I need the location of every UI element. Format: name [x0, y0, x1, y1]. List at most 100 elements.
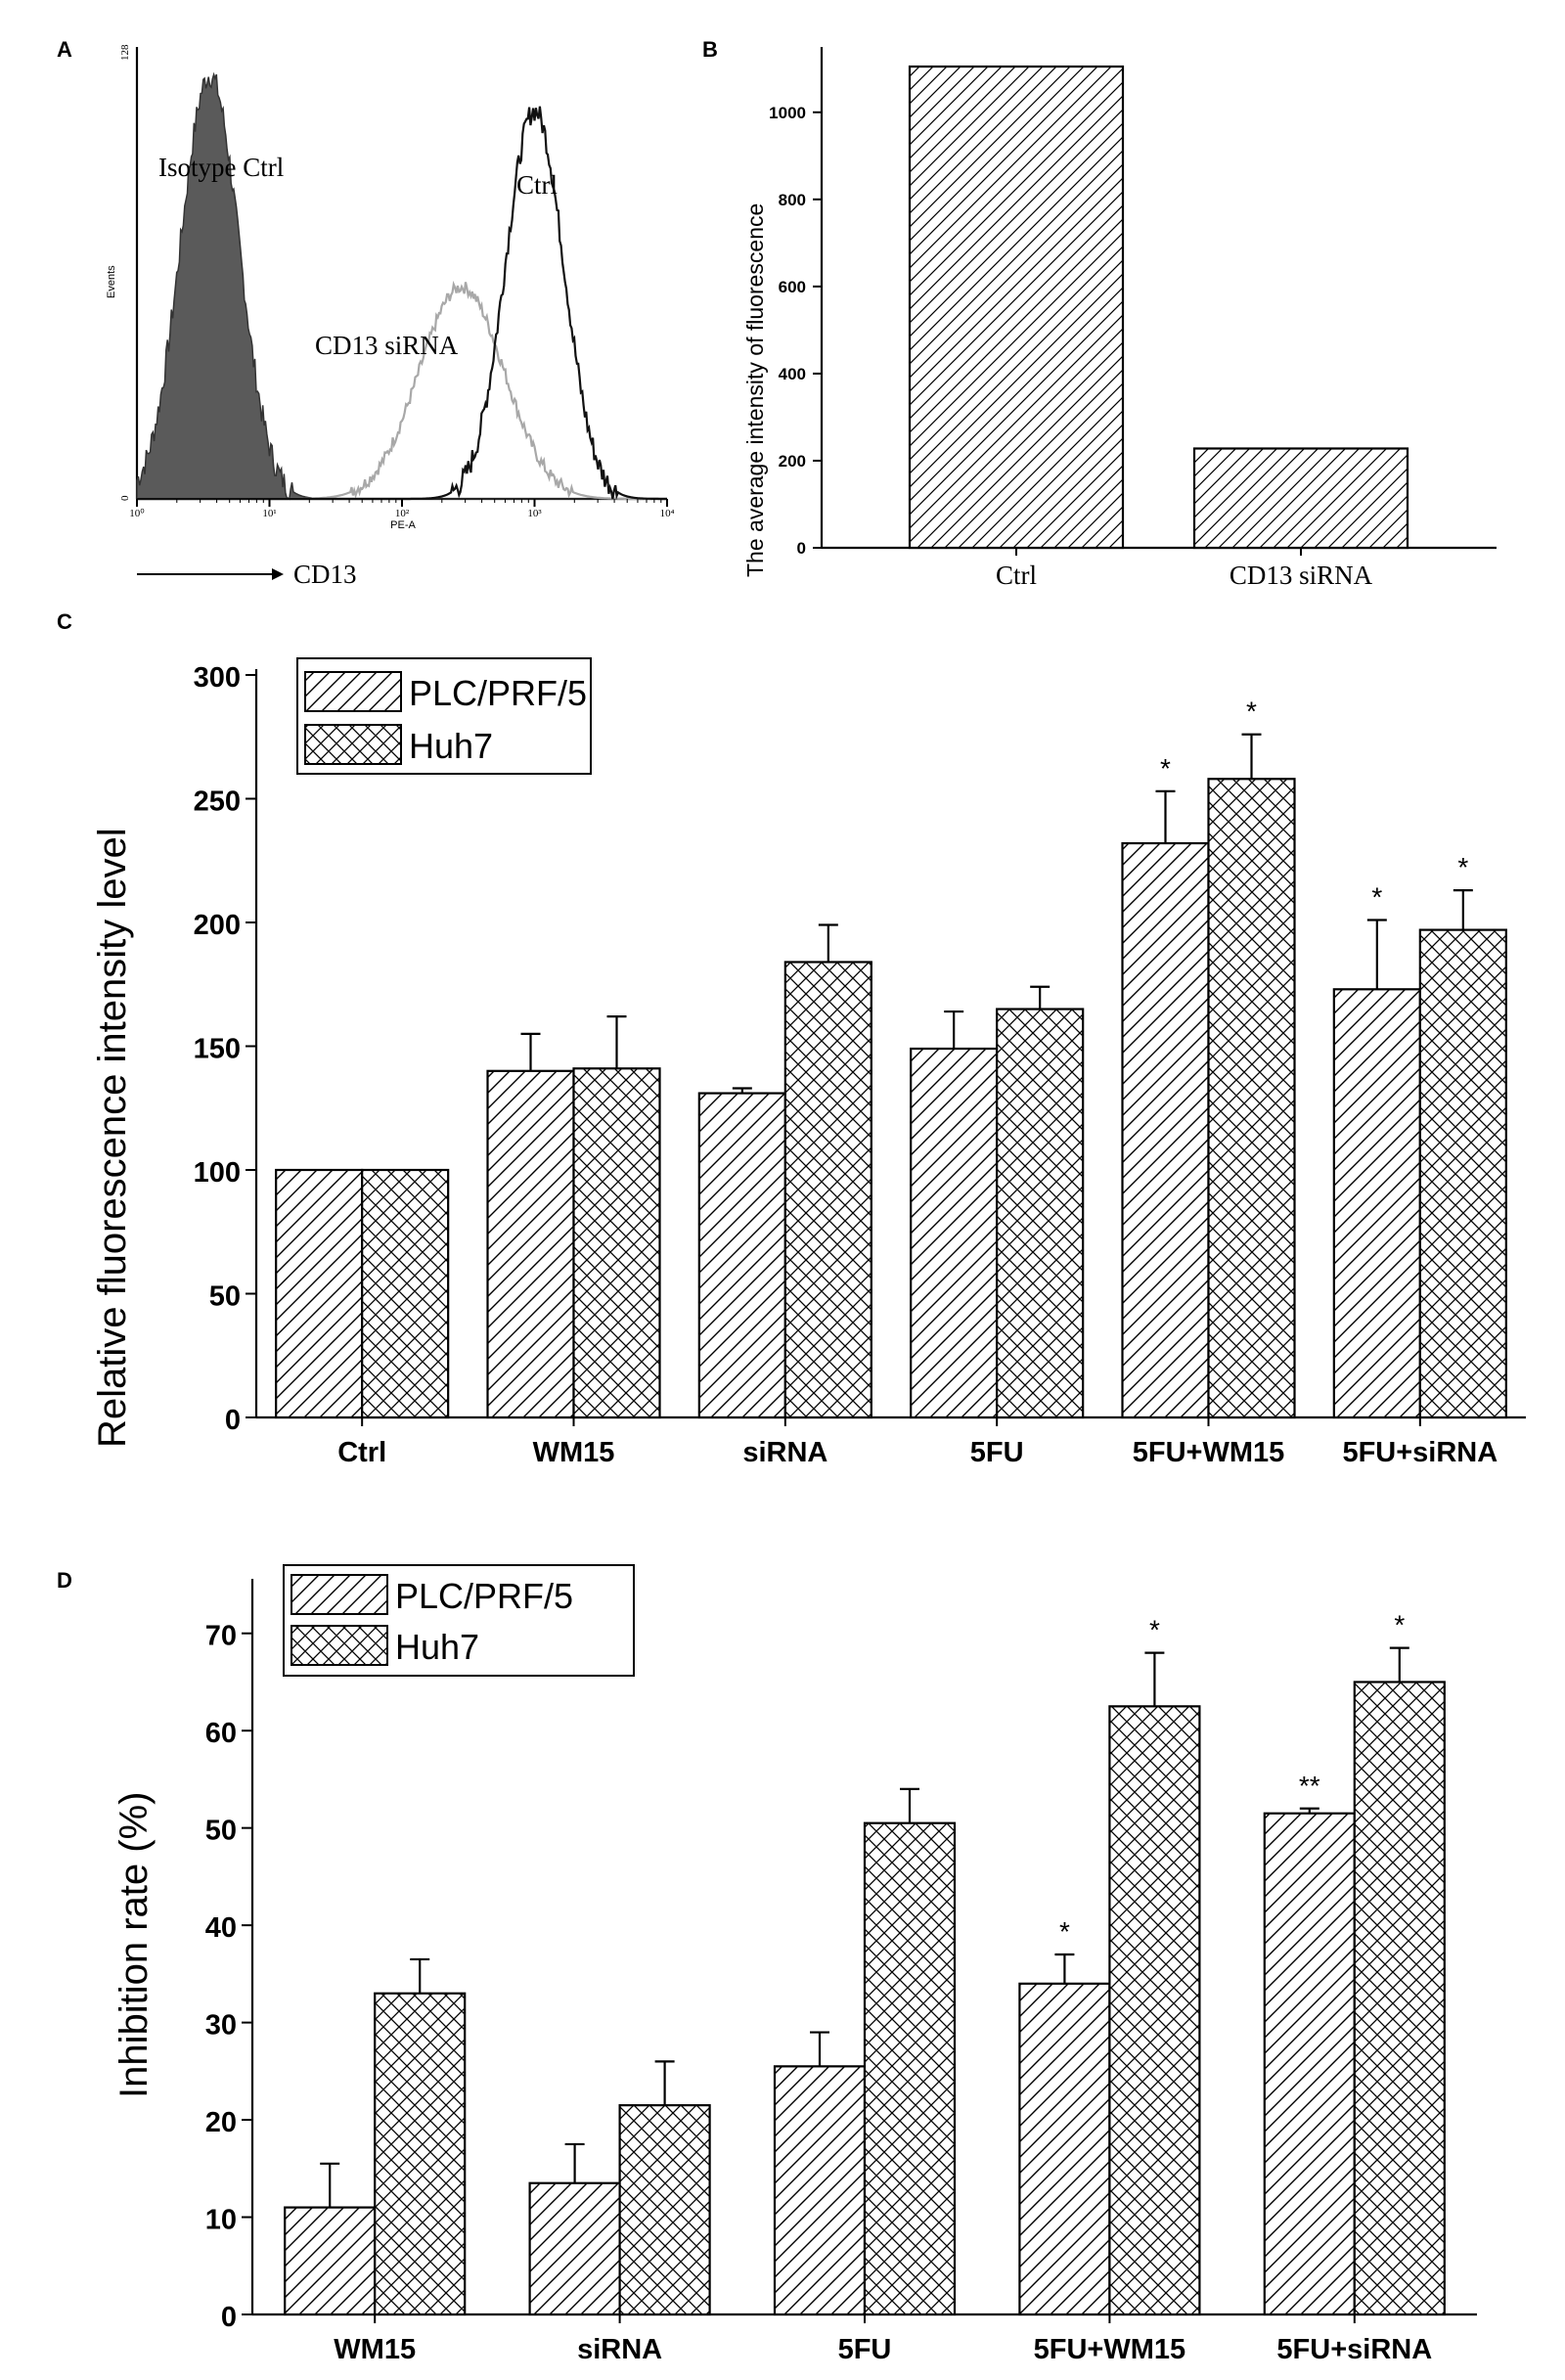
panel-d-legend: PLC/PRF/5 Huh7 [283, 1564, 635, 1677]
panel-c-bar-plc-prf-5-5fu-sirna [1332, 988, 1421, 1419]
panel-a-x-axis-label: PE-A [390, 519, 416, 531]
panel-c-bar-huh7-5fu [996, 1008, 1085, 1419]
panel-c-bar-plc-prf-5-5fu [910, 1047, 999, 1419]
panel-d-y-tick-label: 10 [205, 2205, 237, 2236]
panel-c-bar-plc-prf-5-sirna [697, 1092, 786, 1419]
panel-c-bar-huh7-wm15 [572, 1067, 661, 1419]
panel-c-bar-huh7-5fu-wm15 [1207, 778, 1296, 1419]
panel-d-bar-huh7-sirna [618, 2104, 711, 2316]
panel-c-y-tick-label: 100 [194, 1157, 241, 1189]
panel-b-y-axis-label: The average intensity of fluorescence [742, 203, 768, 577]
panel-c-y-tick-label: 0 [225, 1405, 241, 1436]
panel-d-y-tick-label: 40 [205, 1912, 237, 1944]
panel-a-label-cd13-sirna: CD13 siRNA [315, 331, 459, 360]
panel-d-y-tick-label: 30 [205, 2010, 237, 2042]
panel-b-x-label-ctrl: Ctrl [996, 561, 1037, 590]
panel-d-x-label-5fu-sirna: 5FU+siRNA [1276, 2334, 1432, 2365]
panel-d-significance-mark: * [1059, 1916, 1070, 1947]
panel-d-x-label-wm15: WM15 [334, 2334, 416, 2365]
panel-b-y-tick-label: 800 [779, 191, 806, 209]
panel-a-y-axis-label: Events [106, 265, 117, 298]
panel-d-significance-mark: ** [1299, 1771, 1320, 1801]
panel-c-significance-mark: * [1160, 753, 1171, 784]
panel-b-y-tick-label: 600 [779, 278, 806, 296]
panel-b-bar-ctrl [908, 65, 1125, 550]
panel-c-significance-mark: * [1246, 696, 1257, 727]
panel-d-significance-mark: * [1149, 1615, 1160, 1645]
panel-d-y-tick-label: 50 [205, 1816, 237, 1847]
panel-a-x-tick-label: 10⁴ [660, 508, 675, 519]
panel-d-legend-swatch-huh7 [291, 1625, 388, 1666]
panel-c-y-tick-label: 50 [209, 1281, 241, 1313]
panel-c-significance-mark: * [1457, 852, 1468, 882]
panel-a-x-tick-label: 10² [395, 508, 410, 519]
panel-a-y-tick-max: 128 [119, 44, 131, 61]
panel-d-y-tick-label: 70 [205, 1621, 237, 1652]
panel-a-arrow-label: CD13 [293, 560, 357, 589]
panel-c-x-label-5fu-sirna: 5FU+siRNA [1342, 1437, 1498, 1468]
panel-a-histogram: 10⁰ 10¹ 10² 10³ 10⁴ 128 0 Events PE-A Isotyp… [106, 44, 675, 589]
panel-d-bar-plc-prf-5-5fu-sirna [1263, 1812, 1356, 2316]
panel-c-bar-plc-prf-5-5fu-wm15 [1121, 841, 1210, 1419]
panel-c-bar-chart: Relative fluorescence intensity level PL… [91, 657, 1526, 1468]
panel-a-x-tick-label: 10⁰ [129, 508, 145, 519]
panel-c-bar-huh7-ctrl [361, 1168, 450, 1419]
panel-a-label-ctrl: Ctrl [516, 170, 558, 200]
panel-c-bar-huh7-5fu-sirna [1418, 928, 1507, 1419]
panel-d-significance-mark: * [1394, 1610, 1405, 1640]
panel-c-legend: PLC/PRF/5 Huh7 [296, 657, 592, 775]
panel-c-legend-swatch-huh7 [304, 724, 402, 765]
panel-letter-c: C [57, 609, 72, 634]
panel-d-y-axis-label: Inhibition rate (%) [112, 1792, 156, 2098]
panel-d-x-label-5fu-wm15: 5FU+WM15 [1034, 2334, 1186, 2365]
panel-d-y-tick-label: 20 [205, 2107, 237, 2138]
panel-c-x-label-sirna: siRNA [742, 1437, 827, 1468]
panel-b-bar-cd13-sirna [1192, 447, 1409, 550]
panel-d-y-tick-label: 60 [205, 1718, 237, 1749]
panel-c-y-tick-label: 150 [194, 1034, 241, 1065]
panel-a-label-isotype-ctrl: Isotype Ctrl [158, 153, 284, 182]
panel-c-bar-huh7-sirna [783, 961, 872, 1419]
panel-d-bar-plc-prf-5-sirna [528, 2181, 621, 2316]
panel-c-y-axis-label: Relative fluorescence intensity level [91, 828, 134, 1448]
panel-letter-a: A [57, 37, 72, 62]
panel-a-arrow-head [272, 568, 284, 580]
panel-d-x-label-5fu: 5FU [838, 2334, 892, 2365]
panel-a-curve-isotype-ctrl [136, 71, 667, 501]
panel-letter-d: D [57, 1568, 72, 1593]
panel-b-bar-chart: The average intensity of fluorescence 0 2… [742, 47, 1497, 590]
panel-c-x-label-5fu: 5FU [970, 1437, 1024, 1468]
panel-d-bar-plc-prf-5-wm15 [284, 2206, 377, 2316]
panel-d-bar-huh7-5fu-sirna [1353, 1681, 1446, 2316]
panel-b-y-tick-label: 0 [797, 539, 806, 558]
panel-c-y-tick-label: 200 [194, 910, 241, 941]
panel-c-bar-plc-prf-5-wm15 [486, 1069, 575, 1419]
panel-c-legend-label-plc: PLC/PRF/5 [409, 673, 587, 713]
panel-c-x-label-5fu-wm15: 5FU+WM15 [1133, 1437, 1285, 1468]
panel-c-significance-mark: * [1371, 881, 1382, 912]
panel-c-x-label-wm15: WM15 [533, 1437, 615, 1468]
panel-d-legend-label-huh7: Huh7 [395, 1627, 479, 1667]
panel-d-bar-huh7-wm15 [374, 1992, 467, 2316]
panel-d-y-tick-label: 0 [221, 2302, 237, 2333]
panel-b-y-tick-label: 400 [779, 365, 806, 383]
panel-d-legend-swatch-plc [291, 1574, 388, 1615]
panel-a-y-tick-zero: 0 [119, 495, 131, 501]
panel-c-y-tick-label: 250 [194, 786, 241, 818]
panel-d-bar-plc-prf-5-5fu-wm15 [1018, 1982, 1111, 2316]
panel-b-y-tick-label: 1000 [769, 104, 806, 122]
panel-d-bar-huh7-5fu-wm15 [1108, 1705, 1201, 2316]
panel-d-bar-huh7-5fu [863, 1821, 957, 2316]
panel-b-y-tick-label: 200 [779, 452, 806, 471]
panel-a-x-tick-label: 10³ [527, 508, 542, 519]
panel-c-legend-swatch-plc [304, 671, 402, 712]
panel-letter-b: B [702, 37, 718, 62]
panel-b-x-label-cd13-sirna: CD13 siRNA [1230, 561, 1373, 590]
panel-a-x-tick-label: 10¹ [262, 508, 276, 519]
panel-d-x-label-sirna: siRNA [577, 2334, 662, 2365]
panel-c-y-tick-label: 300 [194, 662, 241, 694]
panel-d-bar-chart: Inhibition rate (%) PLC/PRF/5 Huh7 0 10 20… [112, 1564, 1477, 2365]
panel-c-x-label-ctrl: Ctrl [337, 1437, 386, 1468]
panel-c-bar-plc-prf-5-ctrl [275, 1168, 364, 1419]
